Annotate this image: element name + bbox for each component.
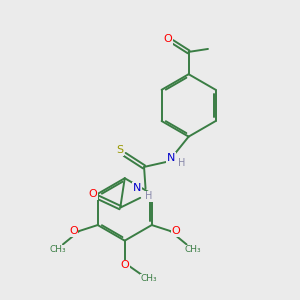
Text: N: N [133,183,141,193]
Text: CH₃: CH₃ [49,245,66,254]
Text: CH₃: CH₃ [141,274,158,284]
Text: O: O [88,189,97,199]
Text: H: H [146,191,153,201]
Text: O: O [120,260,129,270]
Text: O: O [172,226,181,236]
Text: N: N [167,153,175,163]
Text: CH₃: CH₃ [185,245,201,254]
Text: S: S [116,145,123,155]
Text: O: O [69,226,78,236]
Text: H: H [178,158,186,168]
Text: O: O [164,34,172,44]
